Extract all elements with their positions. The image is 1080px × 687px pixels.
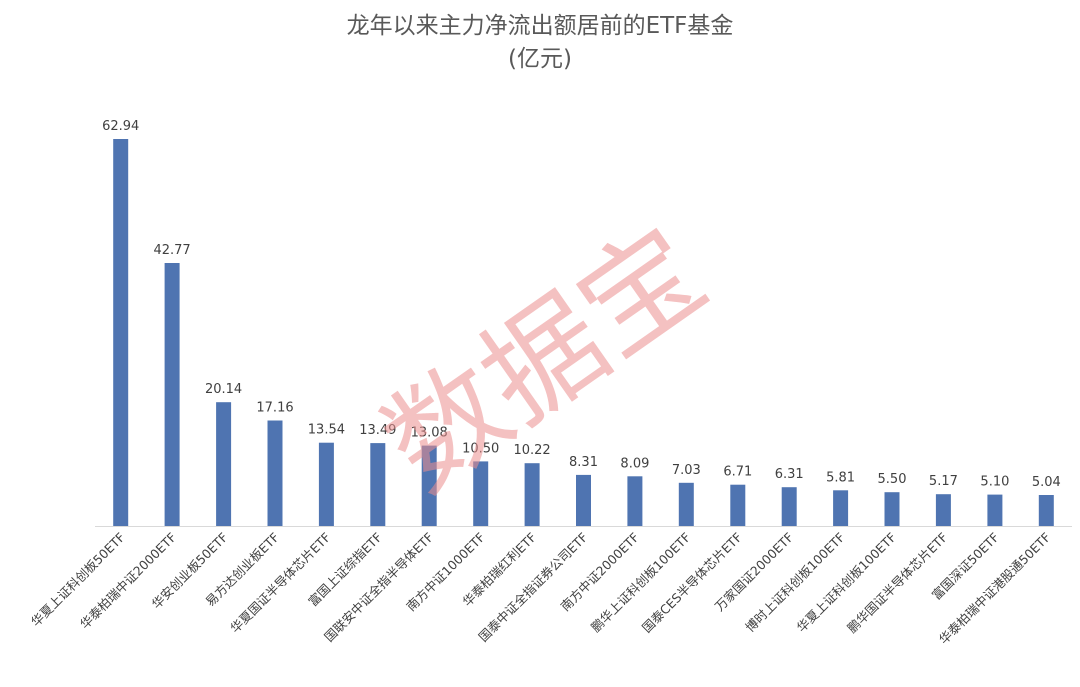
bar-value-label-15: 5.81 bbox=[826, 470, 855, 485]
bar-value-label-13: 6.71 bbox=[723, 465, 752, 480]
bar-value-label-12: 7.03 bbox=[672, 463, 701, 478]
bar-value-label-9: 10.22 bbox=[513, 443, 550, 458]
bar-10 bbox=[576, 474, 591, 526]
bar-9 bbox=[524, 463, 540, 526]
bar-3 bbox=[216, 402, 232, 526]
bar-value-label-1: 62.94 bbox=[102, 119, 139, 134]
category-label-15: 博时上证科创板100ETF bbox=[742, 530, 847, 635]
bar-6 bbox=[370, 443, 386, 526]
bar-11 bbox=[627, 476, 643, 526]
bar-value-label-14: 6.31 bbox=[775, 467, 804, 482]
bar-value-label-6: 13.49 bbox=[359, 423, 396, 438]
bar-16 bbox=[884, 492, 900, 526]
bar-13 bbox=[730, 484, 746, 526]
category-label-17: 鹏华国证半导体芯片ETF bbox=[844, 530, 950, 636]
bar-17 bbox=[935, 494, 951, 526]
bar-value-label-19: 5.04 bbox=[1032, 475, 1061, 490]
category-label-16: 华夏上证科创板100ETF bbox=[794, 530, 899, 635]
bar-value-label-7: 13.08 bbox=[411, 426, 448, 441]
bar-value-label-17: 5.17 bbox=[929, 474, 958, 489]
category-label-13: 国泰CES半导体芯片ETF bbox=[639, 530, 745, 636]
bar-4 bbox=[267, 420, 283, 526]
bar-2 bbox=[164, 263, 180, 526]
bar-5 bbox=[318, 442, 334, 526]
chart-title: 龙年以来主力净流出额居前的ETF基金 bbox=[347, 13, 734, 39]
category-label-5: 华夏国证半导体芯片ETF bbox=[227, 530, 333, 636]
bar-value-label-11: 8.09 bbox=[620, 456, 649, 471]
bar-value-label-3: 20.14 bbox=[205, 382, 242, 397]
bar-8 bbox=[473, 461, 489, 526]
bar-1 bbox=[113, 139, 129, 526]
category-labels-group: 华夏上证科创板50ETF华泰柏瑞中证2000ETF华安创业板50ETF易方达创业… bbox=[28, 530, 1053, 647]
category-label-2: 华泰柏瑞中证2000ETF bbox=[77, 530, 179, 632]
bars-group bbox=[113, 139, 1054, 526]
bar-value-label-2: 42.77 bbox=[153, 243, 190, 258]
bar-value-label-5: 13.54 bbox=[308, 423, 345, 438]
chart-subtitle: (亿元) bbox=[508, 46, 572, 72]
bar-14 bbox=[781, 487, 797, 526]
bar-12 bbox=[678, 482, 694, 526]
bar-value-label-18: 5.10 bbox=[980, 475, 1009, 490]
bar-value-label-8: 10.50 bbox=[462, 441, 499, 456]
category-label-12: 鹏华上证科创板100ETF bbox=[588, 530, 693, 635]
bar-value-label-16: 5.50 bbox=[878, 472, 907, 487]
bar-value-label-4: 17.16 bbox=[256, 401, 293, 416]
bar-15 bbox=[833, 490, 849, 526]
value-labels-group: 62.94 42.77 20.14 17.16 13.54 13.49 13.08 10.50… bbox=[102, 119, 1061, 490]
bar-19 bbox=[1038, 495, 1054, 526]
category-label-1: 华夏上证科创板50ETF bbox=[28, 530, 128, 630]
bar-value-label-10: 8.31 bbox=[569, 455, 598, 470]
bar-18 bbox=[987, 494, 1003, 526]
bar-7 bbox=[421, 445, 437, 526]
